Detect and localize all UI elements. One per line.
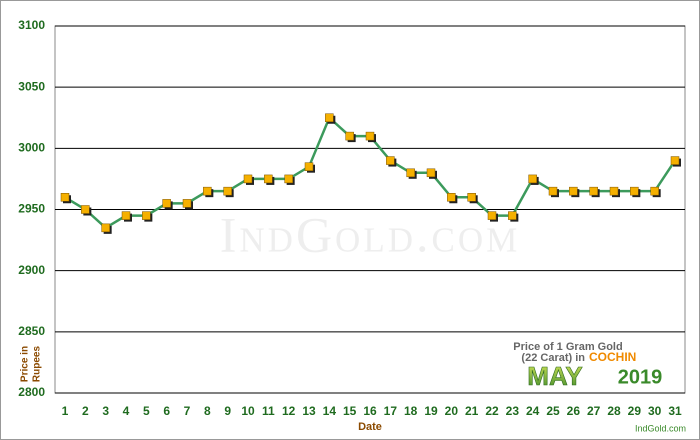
x-tick-label: 26 [567, 404, 581, 418]
marker [650, 186, 659, 196]
credit: IndGold.com [635, 423, 686, 433]
marker [223, 186, 232, 196]
x-tick-label: 31 [668, 404, 682, 418]
marker [447, 193, 456, 202]
y-tick-label: 2800 [18, 385, 45, 399]
x-tick-label: 27 [587, 404, 601, 418]
x-tick-label: 17 [384, 404, 398, 418]
y-axis-title: Rupees [32, 346, 43, 383]
marker [589, 186, 598, 196]
inset-subtitle: (22 Carat) in [521, 352, 585, 364]
x-tick-label: 20 [445, 404, 459, 418]
marker [406, 168, 415, 178]
x-tick-label: 16 [363, 404, 377, 418]
y-tick-label: 2900 [18, 263, 45, 277]
marker [670, 156, 680, 165]
x-tick-label: 10 [241, 404, 255, 418]
x-tick-label: 14 [323, 404, 337, 418]
x-tick-label: 25 [546, 404, 560, 418]
marker [121, 211, 131, 220]
marker [569, 186, 578, 196]
marker [264, 174, 273, 184]
x-tick-label: 7 [184, 404, 191, 418]
marker [386, 156, 395, 165]
marker [365, 131, 375, 141]
marker [162, 199, 171, 208]
watermark: IndGold.com [220, 206, 520, 262]
marker [426, 168, 436, 178]
marker [345, 131, 354, 141]
marker [60, 193, 70, 202]
y-tick-label: 3050 [18, 79, 45, 93]
marker [182, 199, 192, 208]
x-tick-label: 1 [62, 404, 69, 418]
inset-city: COCHIN [589, 350, 636, 364]
marker [325, 113, 334, 122]
marker [284, 174, 293, 184]
marker [609, 186, 619, 196]
x-tick-label: 29 [628, 404, 642, 418]
marker [81, 205, 90, 214]
marker [203, 186, 212, 196]
marker [528, 174, 537, 184]
x-axis-title: Date [358, 421, 382, 433]
x-tick-label: 8 [204, 404, 211, 418]
marker [142, 211, 151, 220]
x-tick-label: 21 [465, 404, 479, 418]
marker [101, 223, 110, 233]
y-axis-title: Price in [20, 346, 31, 382]
x-tick-label: 2 [82, 404, 89, 418]
marker [243, 174, 253, 184]
marker [548, 186, 558, 196]
marker [508, 211, 517, 220]
x-tick-label: 18 [404, 404, 418, 418]
x-tick-label: 15 [343, 404, 357, 418]
marker [487, 211, 497, 220]
y-tick-label: 3100 [18, 18, 45, 32]
x-tick-label: 30 [648, 404, 662, 418]
x-tick-label: 28 [607, 404, 621, 418]
inset-month: MAY [527, 361, 582, 391]
marker [630, 186, 639, 196]
x-tick-label: 12 [282, 404, 296, 418]
x-tick-label: 23 [506, 404, 520, 418]
x-tick-label: 13 [302, 404, 316, 418]
marker [467, 193, 476, 202]
x-tick-label: 11 [262, 404, 275, 418]
marker [304, 162, 314, 171]
x-tick-label: 24 [526, 404, 540, 418]
y-tick-label: 3000 [18, 141, 45, 155]
x-tick-label: 19 [424, 404, 438, 418]
inset-title: Price of 1 Gram Gold [513, 341, 622, 353]
inset-year: 2019 [618, 366, 663, 388]
y-tick-label: 2950 [18, 202, 45, 216]
x-tick-label: 22 [485, 404, 499, 418]
x-tick-label: 9 [224, 404, 231, 418]
x-tick-label: 5 [143, 404, 150, 418]
x-tick-label: 4 [123, 404, 130, 418]
y-tick-label: 2850 [18, 324, 45, 338]
x-tick-label: 3 [102, 404, 109, 418]
inset-box [492, 338, 682, 392]
x-tick-label: 6 [163, 404, 170, 418]
